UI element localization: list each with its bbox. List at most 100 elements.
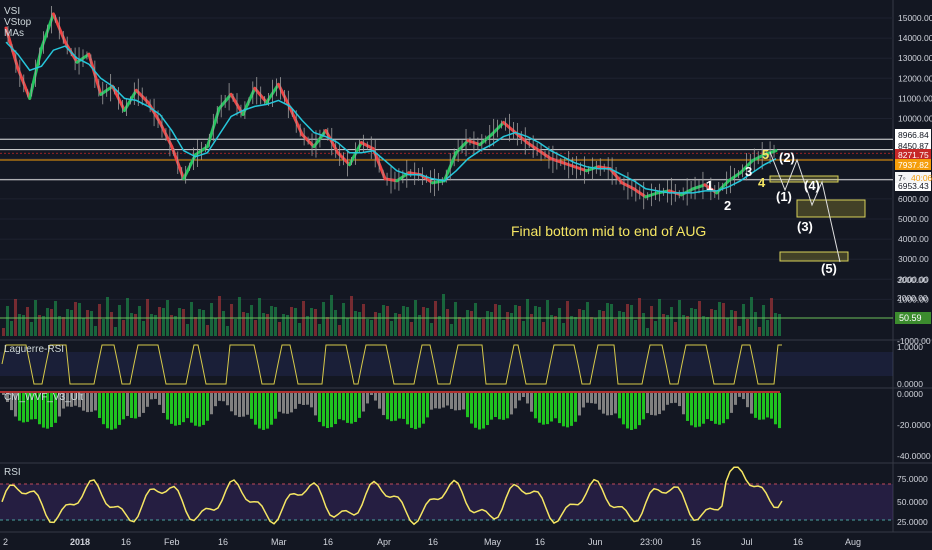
indicator-label-vsi[interactable]: VSI (4, 6, 20, 17)
wvf-bar (222, 393, 225, 402)
volume-bar (202, 310, 205, 336)
volume-bar (406, 307, 409, 336)
level-tag-bg (895, 180, 931, 191)
volume-bar (266, 314, 269, 336)
wvf-bar (246, 393, 249, 415)
volume-bar (234, 319, 237, 336)
projection-box-3[interactable] (796, 199, 866, 218)
volume-bar (214, 318, 217, 336)
volume-bar (378, 313, 381, 336)
wvf-bar (662, 393, 665, 411)
wvf-bar (530, 393, 533, 412)
wvf-bar (598, 393, 601, 410)
volume-bar (318, 324, 321, 336)
volume-bar (542, 322, 545, 336)
volume-bar (98, 304, 101, 336)
indicator-label-vstop[interactable]: VStop (4, 17, 32, 28)
volume-bar (626, 304, 629, 336)
volume-bar (714, 310, 717, 336)
volume-bar (694, 309, 697, 336)
price-tick-label: 10000.00 (898, 114, 932, 124)
time-tick-label: 16 (793, 537, 803, 547)
volume-bar (74, 302, 77, 336)
wave-label-paren-1: (1) (776, 189, 792, 204)
volume-bar (554, 316, 557, 336)
wvf-bar (486, 393, 489, 426)
volume-bar (382, 305, 385, 336)
wvf-bar (554, 393, 557, 419)
wave-path[interactable] (769, 151, 841, 263)
wvf-bar (738, 393, 741, 397)
wvf-bar (66, 393, 69, 407)
wvf-bar (478, 393, 481, 430)
volume-bar (530, 314, 533, 336)
wvf-bar (86, 393, 89, 413)
wvf-bar (102, 393, 105, 425)
volume-bar (730, 310, 733, 336)
rsi-tick-75: 75.0000 (897, 474, 928, 484)
wvf-bar (546, 393, 549, 425)
wvf-bar (398, 393, 401, 419)
wvf-bar (358, 393, 361, 418)
wvf-bar (114, 393, 117, 429)
moving-average-layer (5, 41, 777, 194)
annotation-final-bottom[interactable]: Final bottom mid to end of AUG (511, 223, 706, 239)
volume-bar (326, 317, 329, 336)
wvf-bar (666, 393, 669, 405)
wvf-bar (586, 393, 589, 403)
wvf-bar (686, 393, 689, 421)
wvf-bar (26, 393, 29, 422)
wvf-bar (502, 393, 505, 420)
projection-box-5[interactable] (779, 251, 849, 262)
wvf-bar (82, 393, 85, 411)
wvf-bar (230, 393, 233, 412)
volume-bar (442, 294, 445, 336)
volume-bar (758, 327, 761, 336)
volume-bar (458, 317, 461, 336)
wvf-bar (722, 393, 725, 424)
price-tick-label: 14000.00 (898, 33, 932, 43)
wvf-bar (382, 393, 385, 416)
volume-bar (38, 315, 41, 336)
wvf-bar (90, 393, 93, 412)
volume-bar (106, 297, 109, 336)
wvf-bar (542, 393, 545, 425)
volume-bar (418, 315, 421, 336)
volume-bar (22, 315, 25, 336)
volume-bar (630, 305, 633, 336)
wave-label-paren-3: (3) (797, 219, 813, 234)
volume-bar (218, 296, 221, 336)
volume-bar (742, 304, 745, 336)
volume-bar (646, 328, 649, 336)
volume-bar (310, 308, 313, 336)
volume-bar (6, 306, 9, 336)
volume-bar (514, 305, 517, 336)
volume-bar (82, 318, 85, 336)
laguerre-title[interactable]: Laguerre-RSI (4, 344, 64, 355)
volume-bar (598, 310, 601, 336)
wvf-bar (390, 393, 393, 422)
time-tick-label: Aug (845, 537, 861, 547)
volume-bar (506, 312, 509, 336)
volume-bar (498, 305, 501, 336)
time-axis[interactable]: 2 2018 16 Feb 16 Mar 16 Apr 16 May 16 Jun 23:00 16 Jul… (3, 537, 861, 547)
wvf-bar (22, 393, 25, 423)
volume-bar (278, 322, 281, 336)
wvf-bar (42, 393, 45, 428)
wvf-bar (374, 393, 377, 401)
volume-bar (154, 315, 157, 336)
price-tick-label: 6000.00 (898, 194, 929, 204)
wvf-title[interactable]: CM_WVF_V3_Ult (4, 392, 83, 403)
volume-bar (30, 322, 33, 336)
volume-bar (462, 318, 465, 336)
elliott-wave-projection[interactable] (769, 151, 866, 263)
wvf-bar (258, 393, 261, 429)
wvf-bar (226, 393, 229, 406)
wvf-tick-20: -20.0000 (897, 420, 931, 430)
volume-bar (26, 307, 29, 336)
wvf-bar (50, 393, 53, 428)
indicator-label-mas[interactable]: MAs (4, 28, 24, 39)
rsi-title[interactable]: RSI (4, 467, 21, 478)
wvf-bar (514, 393, 517, 409)
